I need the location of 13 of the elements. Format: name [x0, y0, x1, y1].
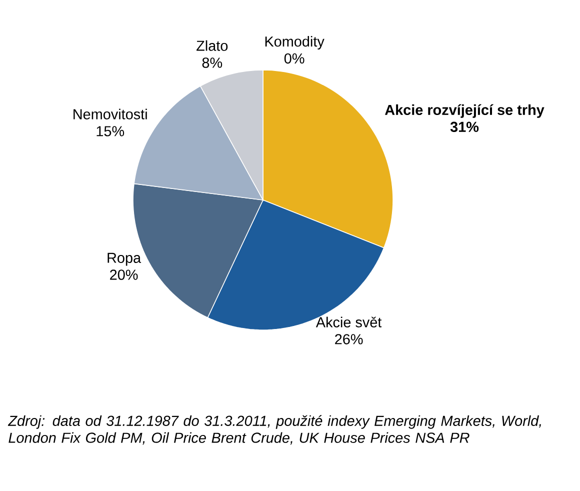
category-label: Komodity — [265, 36, 324, 50]
slice-label: Akcie svět — [316, 316, 382, 328]
data-label: 20% — [110, 270, 138, 280]
slice-label: Akcie rozvíjející se trhy — [384, 104, 544, 118]
text: 0% — [284, 53, 304, 64]
slice-label: Zlato — [196, 40, 228, 51]
data-label: 8% — [202, 58, 222, 68]
data-label: 15% — [96, 126, 124, 136]
data-label: 26% — [335, 334, 363, 344]
slice-label: Nemovitosti — [74, 108, 147, 120]
data-label: 31% — [450, 122, 479, 132]
text: Zdroj: data od 31.12.1987 do 31.3.2011, použité indexy Emerging Markets, World, London Fix Gold PM, Oil Price Brent Crude, UK House Prices NSA PR — [8, 415, 541, 445]
slice-label: Ropa — [108, 252, 142, 266]
